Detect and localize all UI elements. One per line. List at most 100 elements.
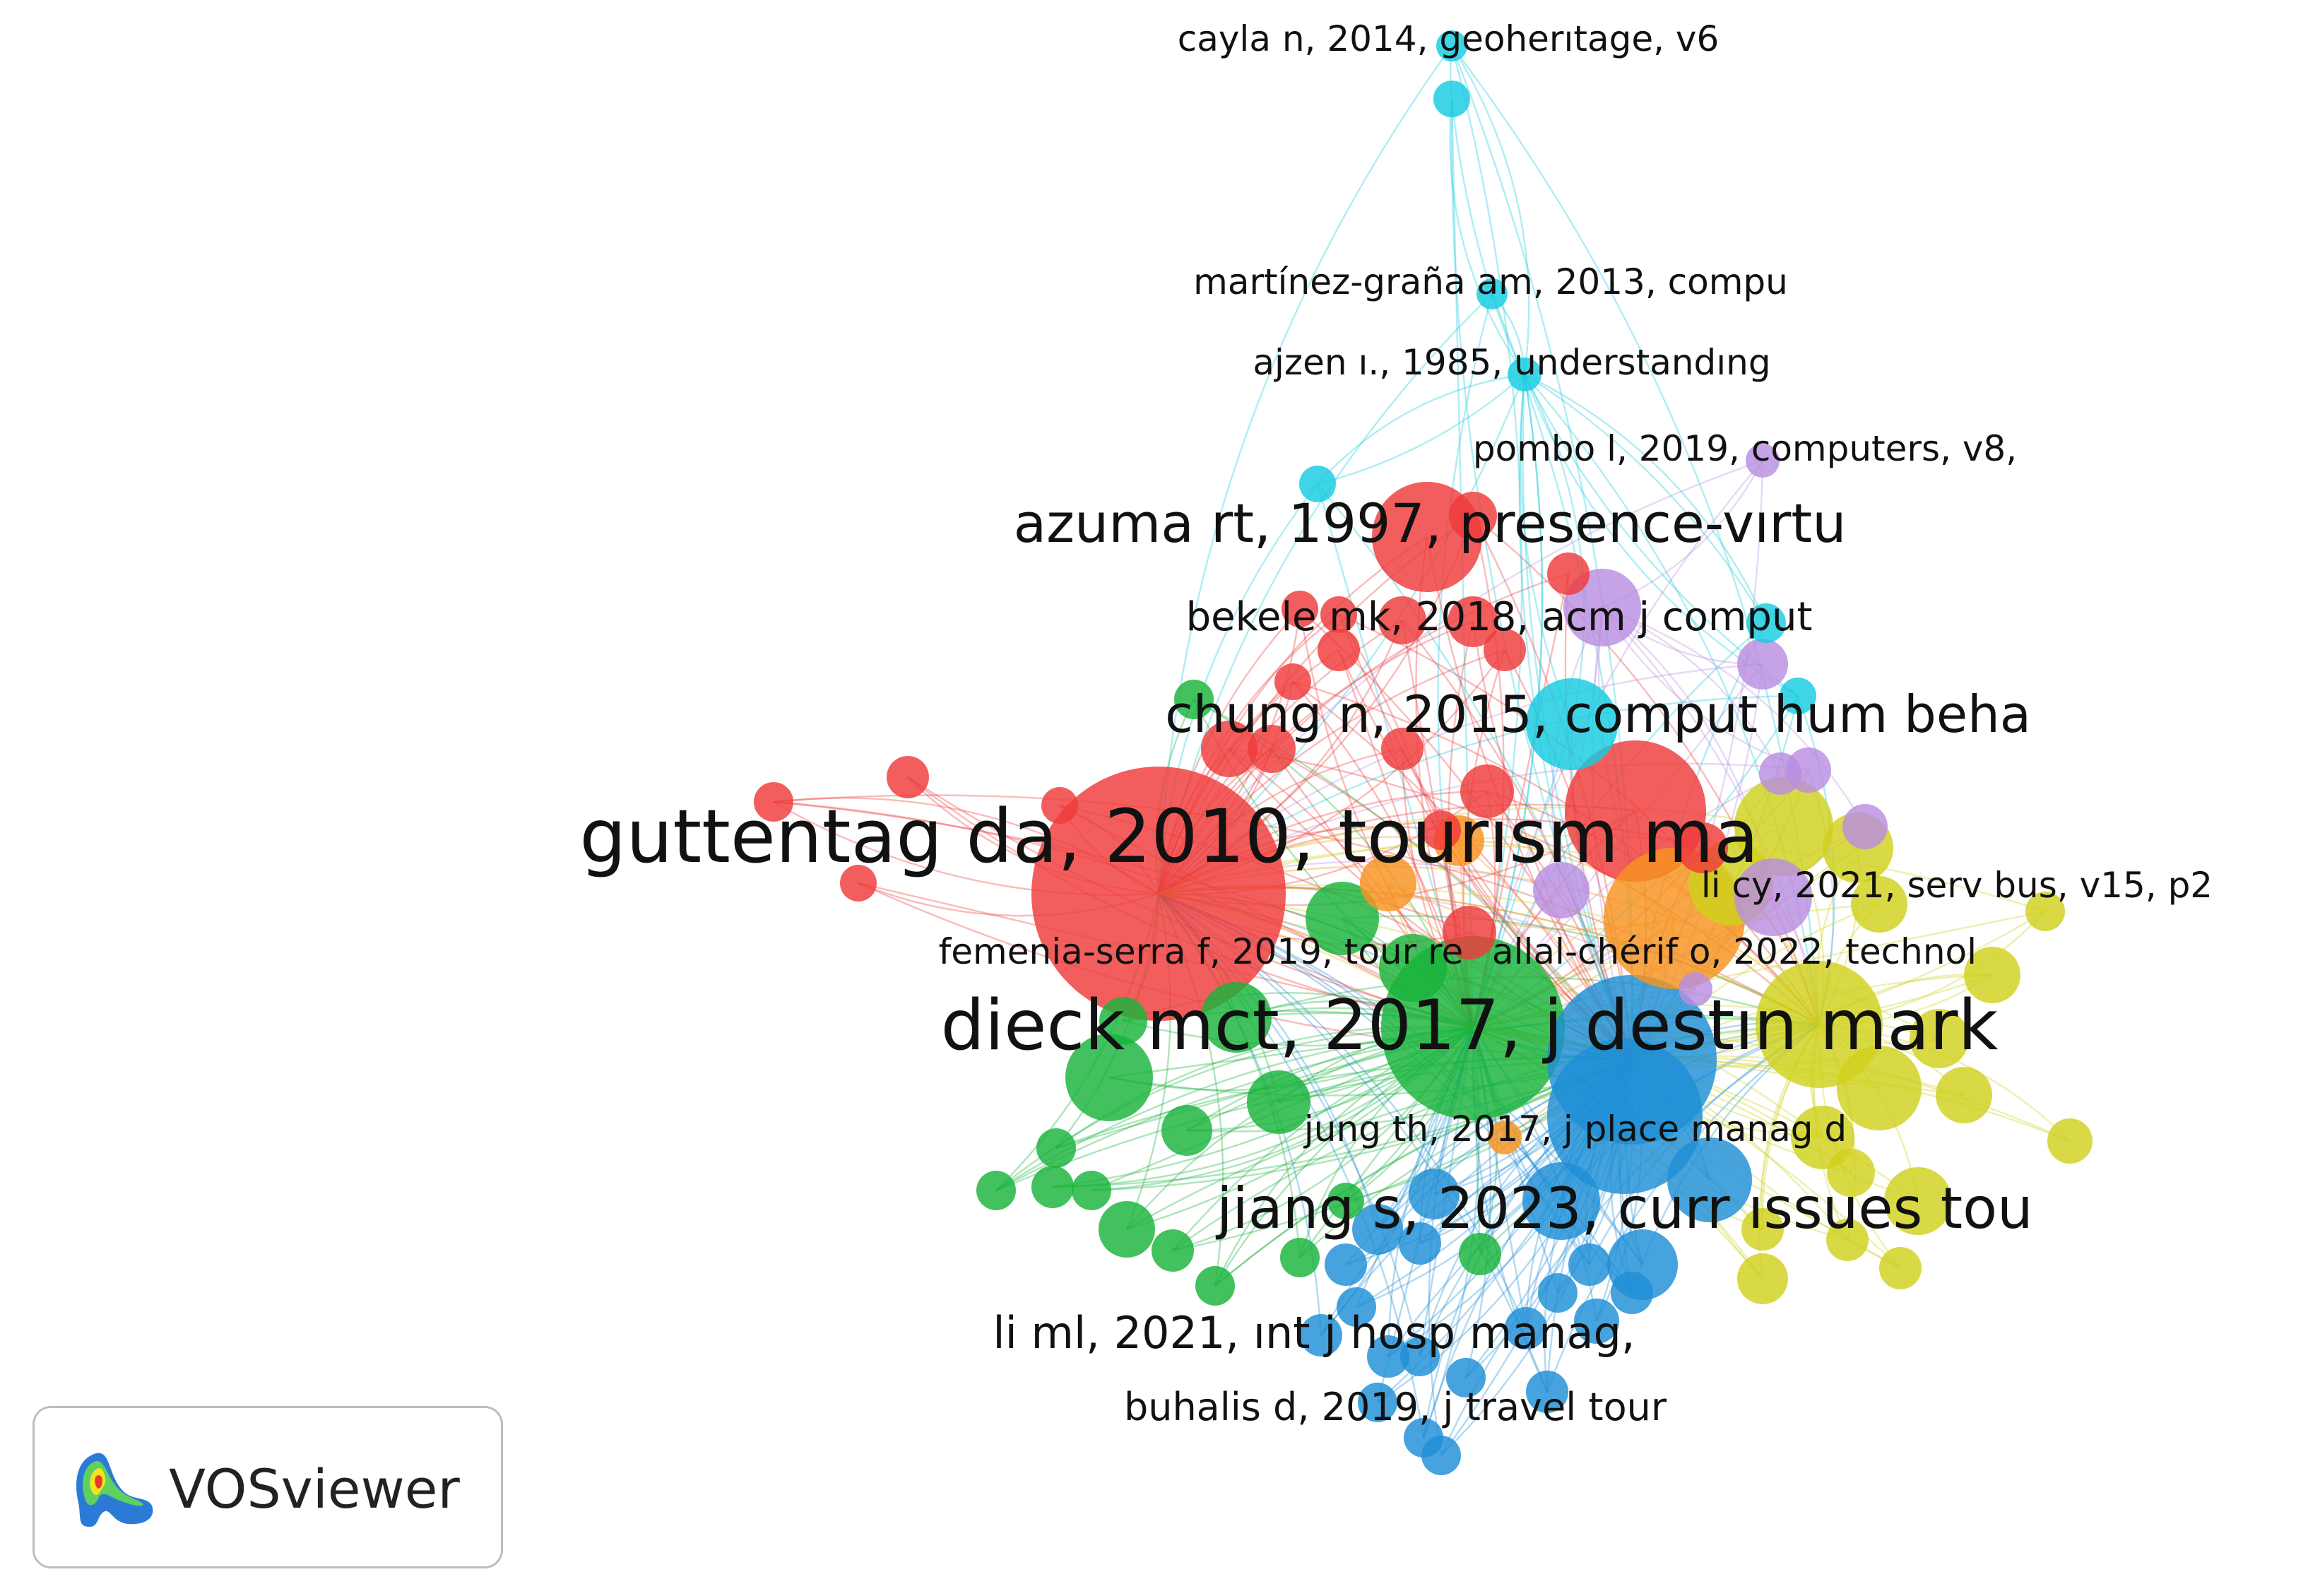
label-jiang[interactable]: jiang s, 2023, curr ıssues tou: [1215, 1176, 2033, 1241]
red-cluster-node[interactable]: [1443, 906, 1496, 959]
red-cluster-node[interactable]: [1421, 810, 1461, 850]
yellow-cluster-node[interactable]: [1756, 961, 1883, 1088]
cyan-cluster-node[interactable]: [1476, 278, 1508, 309]
purple-cluster-node[interactable]: [1842, 804, 1888, 849]
green-cluster-node[interactable]: [1152, 1229, 1194, 1272]
blue-cluster-node[interactable]: [1325, 1243, 1367, 1286]
yellow-cluster-node[interactable]: [2047, 1118, 2093, 1164]
blue-cluster-node[interactable]: [1446, 1358, 1486, 1397]
blue-cluster-node[interactable]: [1399, 1222, 1441, 1265]
cyan-cluster-node[interactable]: [1508, 357, 1541, 391]
purple-cluster-node[interactable]: [1737, 639, 1788, 690]
blue-cluster-node[interactable]: [1300, 1314, 1342, 1356]
label-bekele[interactable]: bekele mk, 2018, acm j comput: [1186, 594, 1813, 640]
red-cluster-node[interactable]: [1677, 822, 1728, 873]
red-cluster-node[interactable]: [1460, 764, 1514, 818]
label-guttentag[interactable]: guttentag da, 2010, tourısm ma: [579, 793, 1758, 880]
purple-cluster-node[interactable]: [1533, 862, 1590, 918]
red-cluster-node[interactable]: [1449, 492, 1497, 540]
blue-cluster-node[interactable]: [1526, 1371, 1568, 1413]
green-cluster-node[interactable]: [1306, 882, 1379, 955]
blue-cluster-node[interactable]: [1337, 1287, 1376, 1327]
blue-cluster-node[interactable]: [1574, 1299, 1619, 1344]
blue-cluster-node[interactable]: [1409, 1169, 1460, 1219]
label-femenia[interactable]: femenia-serra f, 2019, tour re: [939, 931, 1464, 972]
blue-cluster-node[interactable]: [1400, 1337, 1440, 1376]
green-cluster-node[interactable]: [1099, 997, 1147, 1045]
red-cluster-node[interactable]: [1031, 767, 1286, 1021]
label-dieck[interactable]: dieck mct, 2017, j destın mark: [941, 986, 1999, 1066]
blue-cluster-node[interactable]: [1547, 1039, 1703, 1194]
label-cayla[interactable]: cayla n, 2014, geoherıtage, v6: [1178, 18, 1720, 59]
blue-cluster-node[interactable]: [1522, 1162, 1600, 1240]
purple-cluster-node[interactable]: [1734, 858, 1812, 936]
yellow-cluster-node[interactable]: [1936, 1067, 1992, 1123]
cyan-cluster-node[interactable]: [1746, 603, 1786, 643]
green-cluster-node[interactable]: [1247, 1070, 1310, 1134]
red-cluster-node[interactable]: [1484, 629, 1526, 671]
blue-cluster-node[interactable]: [1352, 1204, 1403, 1255]
yellow-cluster-node[interactable]: [1737, 1253, 1788, 1304]
red-cluster-node[interactable]: [1381, 728, 1424, 770]
cyan-cluster-node[interactable]: [1436, 30, 1467, 61]
blue-cluster-node[interactable]: [1358, 1383, 1397, 1422]
yellow-cluster-node[interactable]: [1837, 1046, 1922, 1130]
red-cluster-node[interactable]: [1547, 552, 1590, 595]
yellow-cluster-node[interactable]: [1826, 1219, 1869, 1261]
red-cluster-node[interactable]: [840, 865, 877, 902]
green-cluster-node[interactable]: [976, 1171, 1016, 1210]
green-cluster-node[interactable]: [1174, 680, 1214, 719]
label-jungth[interactable]: jung th, 2017, j place manag d: [1303, 1109, 1847, 1149]
green-cluster-node[interactable]: [1036, 1128, 1076, 1168]
yellow-cluster-node[interactable]: [1827, 1149, 1875, 1197]
label-azuma[interactable]: azuma rt, 1997, presence-vırtu: [1014, 492, 1847, 555]
purple-cluster-node[interactable]: [1679, 972, 1712, 1006]
green-cluster-node[interactable]: [1161, 1105, 1212, 1156]
label-pombo[interactable]: pombo l, 2019, computers, v8,: [1473, 428, 2017, 469]
yellow-cluster-node[interactable]: [1964, 947, 2020, 1003]
yellow-cluster-node[interactable]: [1879, 1247, 1922, 1289]
blue-cluster-node[interactable]: [1611, 1272, 1653, 1314]
green-cluster-node[interactable]: [1072, 1171, 1111, 1210]
label-allal[interactable]: allal-chérif o, 2022, technol: [1492, 931, 1977, 972]
orange-cluster-node[interactable]: [1488, 1121, 1522, 1154]
label-martinez[interactable]: martínez-graña am, 2013, compu: [1193, 261, 1788, 302]
yellow-cluster-node[interactable]: [2025, 892, 2065, 931]
green-cluster-node[interactable]: [1201, 982, 1272, 1053]
label-ajzen[interactable]: ajzen ı., 1985, understandıng: [1253, 342, 1770, 383]
green-cluster-node[interactable]: [1379, 934, 1447, 1002]
red-cluster-node[interactable]: [1318, 629, 1360, 671]
red-cluster-node[interactable]: [1201, 721, 1257, 777]
blue-cluster-node[interactable]: [1505, 1307, 1547, 1349]
cyan-cluster-node[interactable]: [1526, 678, 1618, 770]
yellow-cluster-node[interactable]: [1734, 777, 1833, 876]
green-cluster-node[interactable]: [1280, 1238, 1320, 1277]
green-cluster-node[interactable]: [1195, 1266, 1235, 1306]
red-cluster-node[interactable]: [1282, 591, 1318, 627]
green-cluster-node[interactable]: [1099, 1201, 1155, 1258]
blue-cluster-node[interactable]: [1421, 1436, 1461, 1475]
blue-cluster-node[interactable]: [1538, 1273, 1578, 1313]
label-buhalis[interactable]: buhalis d, 2019, j travel tour: [1124, 1385, 1667, 1429]
cyan-cluster-node[interactable]: [1780, 678, 1816, 714]
cyan-cluster-node[interactable]: [1299, 466, 1336, 502]
yellow-cluster-node[interactable]: [1910, 1009, 1969, 1068]
yellow-cluster-node[interactable]: [1884, 1167, 1952, 1235]
label-chung[interactable]: chung n, 2015, comput hum beha: [1165, 685, 2031, 744]
green-cluster-node[interactable]: [1459, 1233, 1501, 1275]
red-cluster-node[interactable]: [754, 782, 793, 822]
label-liml[interactable]: li ml, 2021, ınt j hosp manag,: [993, 1307, 1635, 1359]
orange-cluster-node[interactable]: [1360, 855, 1416, 911]
cyan-cluster-node[interactable]: [1433, 81, 1470, 117]
label-licy[interactable]: li cy, 2021, serv bus, v15, p2: [1701, 865, 2213, 906]
purple-cluster-node[interactable]: [1759, 752, 1801, 795]
red-cluster-node[interactable]: [887, 756, 929, 798]
blue-cluster-node[interactable]: [1667, 1137, 1752, 1222]
red-cluster-node[interactable]: [1565, 740, 1706, 882]
red-cluster-node[interactable]: [1274, 663, 1311, 700]
yellow-cluster-node[interactable]: [1741, 1208, 1784, 1251]
red-cluster-node[interactable]: [1378, 596, 1426, 644]
green-cluster-node[interactable]: [1065, 1034, 1153, 1121]
green-cluster-node[interactable]: [1327, 1183, 1364, 1219]
blue-cluster-node[interactable]: [1568, 1243, 1611, 1286]
